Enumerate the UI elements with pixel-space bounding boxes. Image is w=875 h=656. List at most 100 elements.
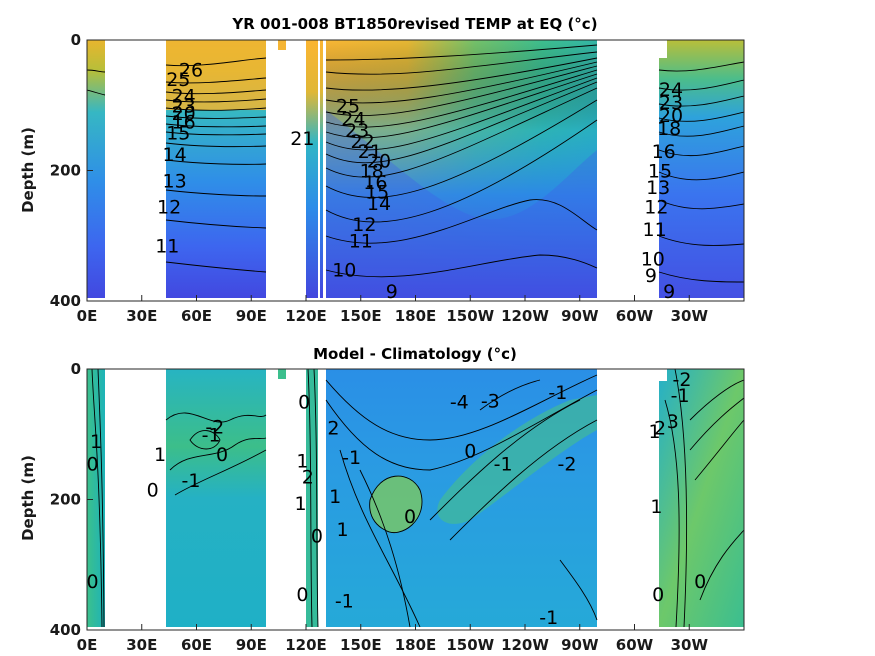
bottom-contour-label: 1 (294, 493, 306, 515)
temperature-panel: YR 001-008 BT1850revised TEMP at EQ (°c) (19, 15, 745, 325)
bottom-x-tick-label: 30E (126, 636, 157, 654)
bottom-contour-label: 1 (296, 450, 308, 472)
land-notch-atlantic (659, 40, 667, 58)
ocean-fill-maritime-b (306, 40, 318, 298)
top-contour-label: 16 (172, 112, 196, 134)
top-contour-label: 20 (172, 103, 196, 125)
contour-labels-top: 2526242320161514131211212524232221201816… (155, 59, 683, 303)
top-x-tick-label: 90W (561, 307, 599, 325)
bottom-contour-label: 0 (86, 454, 98, 476)
bottom-contour-label: -3 (481, 390, 500, 412)
diff-warm-anomaly-band (437, 395, 597, 524)
top-x-tick-label: 0E (77, 307, 98, 325)
top-contour-label: 12 (352, 214, 376, 236)
diff-fill-maritime-a (278, 369, 286, 379)
top-contour-label: 13 (646, 177, 670, 199)
bottom-y-ticks: 0 200 400 (50, 360, 93, 639)
bottom-contour-label: -1 (494, 454, 513, 476)
top-contour-label: 21 (358, 141, 382, 163)
top-contour-label: 12 (157, 196, 181, 218)
bottom-contour-label: 1 (336, 519, 348, 541)
bottom-contour-label: 0 (296, 584, 308, 606)
top-contour-label: 10 (332, 260, 356, 282)
bottom-contour-label: -1 (342, 447, 361, 469)
bottom-contour-label: 1 (649, 421, 661, 443)
diff-fill-maritime-b (306, 369, 318, 627)
bottom-contour-label: -2 (673, 369, 692, 391)
warm-pool-indian (166, 40, 266, 110)
bottom-contour-label: -2 (558, 454, 577, 476)
top-contour-label: 23 (659, 92, 683, 114)
top-y-tick-label: 400 (50, 292, 81, 310)
top-contour-label: 25 (336, 95, 360, 117)
top-contour-label: 21 (290, 128, 314, 150)
top-contour-label: 25 (166, 69, 190, 91)
bottom-contour-label: 3 (667, 411, 679, 433)
bottom-contour-label: -1 (335, 591, 354, 613)
bottom-contour-label: 2 (654, 418, 666, 440)
bottom-contour-label: -1 (539, 607, 558, 629)
top-y-ticks: 0 200 400 (50, 31, 93, 310)
bottom-contour-label: 0 (147, 480, 159, 502)
bottom-contour-label: -2 (205, 416, 224, 438)
top-contour-label: 9 (645, 265, 657, 287)
top-contour-label: 20 (659, 105, 683, 127)
bottom-x-ticks: 0E 30E 60E 90E 120E 150E 180E 150W 120W 90W 60W 30W (77, 624, 709, 654)
top-contour-label: 23 (172, 95, 196, 117)
top-contour-label: 24 (659, 79, 683, 101)
bottom-x-tick-label: 120W (501, 636, 549, 654)
top-contour-label: 24 (172, 86, 196, 108)
top-contour-label: 15 (166, 123, 190, 145)
bottom-panel-title: Model - Climatology (°c) (313, 345, 517, 363)
bottom-contour-label: -4 (450, 392, 469, 414)
top-x-tick-label: 60W (616, 307, 654, 325)
top-y-axis-label: Depth (m) (19, 127, 37, 213)
top-contour-label: 9 (386, 281, 398, 303)
top-contour-label: 11 (155, 236, 179, 258)
diff-fill-atlantic (659, 369, 744, 627)
bottom-contour-label: -1 (671, 385, 690, 407)
bottom-contour-label: -1 (202, 424, 221, 446)
bottom-contour-label: 1 (329, 486, 341, 508)
diff-land-notch-atlantic (659, 369, 667, 381)
top-x-tick-label: 120E (285, 307, 327, 325)
bottom-x-tick-label: 120E (285, 636, 327, 654)
top-x-tick-label: 90E (236, 307, 267, 325)
top-contour-label: 15 (365, 181, 389, 203)
ocean-depth-shading-pacific (326, 40, 597, 298)
bottom-contour-label: 0 (652, 584, 664, 606)
bottom-x-tick-label: 60E (181, 636, 212, 654)
top-contour-label: 13 (163, 170, 187, 192)
bottom-x-tick-label: 180E (395, 636, 437, 654)
top-contour-label: 11 (349, 230, 373, 252)
ocean-fill-west-indian (87, 40, 105, 298)
bottom-contour-label: 0 (694, 571, 706, 593)
top-x-tick-label: 30E (126, 307, 157, 325)
top-contour-label: 22 (351, 131, 375, 153)
bottom-x-tick-label: 30W (671, 636, 709, 654)
bottom-contour-label: 1 (90, 431, 102, 453)
top-contour-label: 24 (341, 108, 365, 130)
top-contour-label: 9 (663, 281, 675, 303)
isotherm-lines (87, 44, 744, 283)
bottom-y-tick-label: 400 (50, 621, 81, 639)
bottom-x-tick-label: 150W (446, 636, 494, 654)
top-contour-label: 26 (179, 59, 203, 81)
bottom-x-tick-label: 90E (236, 636, 267, 654)
top-x-tick-label: 150W (446, 307, 494, 325)
bottom-contour-label: 1 (154, 444, 166, 466)
top-x-tick-label: 120W (501, 307, 549, 325)
bottom-contour-label: 0 (311, 525, 323, 547)
bottom-contour-label: 0 (464, 441, 476, 463)
top-panel-title: YR 001-008 BT1850revised TEMP at EQ (°c) (231, 15, 597, 33)
ocean-fill-maritime-c (320, 40, 323, 298)
bottom-y-axis-label: Depth (m) (19, 455, 37, 541)
top-contour-label: 18 (657, 118, 681, 140)
top-y-tick-label: 0 (71, 31, 81, 49)
bottom-y-tick-label: 200 (50, 491, 81, 509)
top-contour-label: 16 (652, 141, 676, 163)
difference-panel: Model - Climatology (°c) (19, 345, 745, 654)
top-y-tick-label: 200 (50, 162, 81, 180)
difference-field (87, 369, 744, 628)
